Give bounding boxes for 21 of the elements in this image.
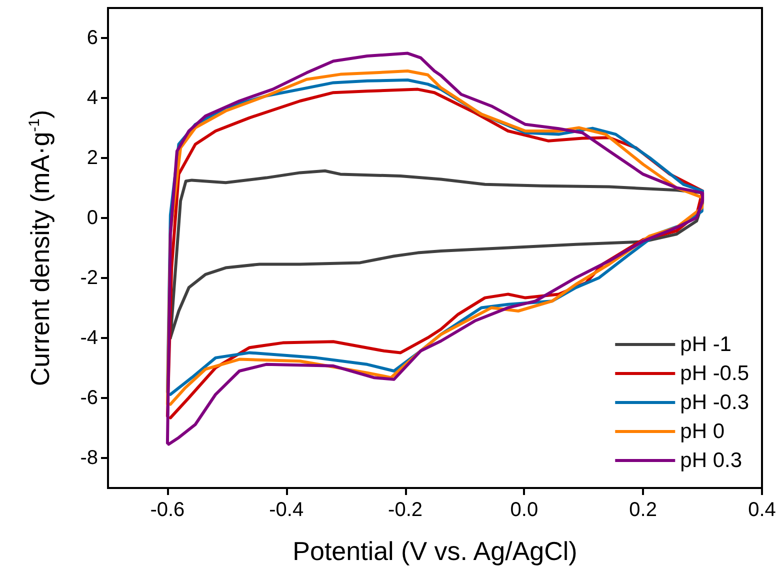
legend-label: pH 0 bbox=[680, 420, 724, 443]
y-tick-label: 0 bbox=[86, 207, 98, 229]
y-tick-label: -8 bbox=[80, 447, 98, 469]
x-tick-label: -0.4 bbox=[269, 499, 304, 521]
x-tick-label: -0.6 bbox=[150, 499, 185, 521]
y-tick-label: 2 bbox=[86, 147, 98, 169]
y-tick-label: 4 bbox=[86, 87, 98, 109]
y-tick-label: -4 bbox=[80, 327, 98, 349]
legend-label: pH -1 bbox=[680, 333, 732, 356]
legend-label: pH -0.5 bbox=[680, 362, 750, 385]
legend-label: pH 0.3 bbox=[680, 449, 742, 472]
y-tick-label: -2 bbox=[80, 267, 98, 289]
y-tick-label: -6 bbox=[80, 387, 98, 409]
x-tick-label: 0.4 bbox=[748, 499, 776, 521]
x-tick-label: -0.2 bbox=[388, 499, 423, 521]
legend-label: pH -0.3 bbox=[680, 391, 750, 414]
x-axis-title: Potential (V vs. Ag/AgCl) bbox=[292, 536, 578, 566]
y-axis-title: Current density (mA·g-1) bbox=[25, 110, 55, 386]
x-tick-label: 0.2 bbox=[629, 499, 657, 521]
x-tick-label: 0.0 bbox=[510, 499, 538, 521]
y-tick-label: 6 bbox=[86, 27, 98, 49]
